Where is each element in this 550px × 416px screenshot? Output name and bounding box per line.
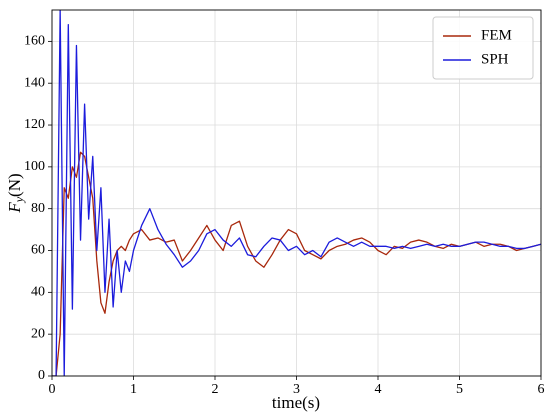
y-tick-label: 0 <box>38 368 45 383</box>
y-tick-label: 100 <box>24 159 45 174</box>
y-label-subscript: y <box>12 196 26 203</box>
x-tick-label: 4 <box>375 382 382 397</box>
series-line <box>52 10 541 376</box>
legend-label: FEM <box>481 27 512 43</box>
y-axis-label: Fy(N) <box>5 173 26 213</box>
x-axis-label: time(s) <box>272 393 320 412</box>
x-tick-label: 2 <box>212 382 219 397</box>
x-tick-label: 0 <box>49 382 56 397</box>
legend: FEM SPH <box>432 16 534 80</box>
grid <box>51 10 542 377</box>
axes: 0 20 40 60 80 100 120 140 160 0 1 2 3 4 5 6 <box>24 34 545 398</box>
y-label-unit: (N) <box>5 173 24 197</box>
y-tick-label: 60 <box>31 243 45 258</box>
legend-label: SPH <box>481 51 509 67</box>
series-line <box>52 151 541 376</box>
y-tick-label: 40 <box>31 285 45 300</box>
x-tick-label: 1 <box>130 382 137 397</box>
plot-area <box>52 10 541 376</box>
x-tick-label: 3 <box>293 382 300 397</box>
y-tick-label: 20 <box>31 326 45 341</box>
y-label-symbol: F <box>5 202 24 214</box>
legend-box <box>432 16 534 80</box>
y-tick-label: 120 <box>24 117 45 132</box>
x-tick-label: 6 <box>538 382 545 397</box>
y-tick-label: 140 <box>24 75 45 90</box>
y-tick-label: 80 <box>31 201 45 216</box>
y-tick-label: 160 <box>24 34 45 49</box>
x-tick-label: 5 <box>456 382 463 397</box>
